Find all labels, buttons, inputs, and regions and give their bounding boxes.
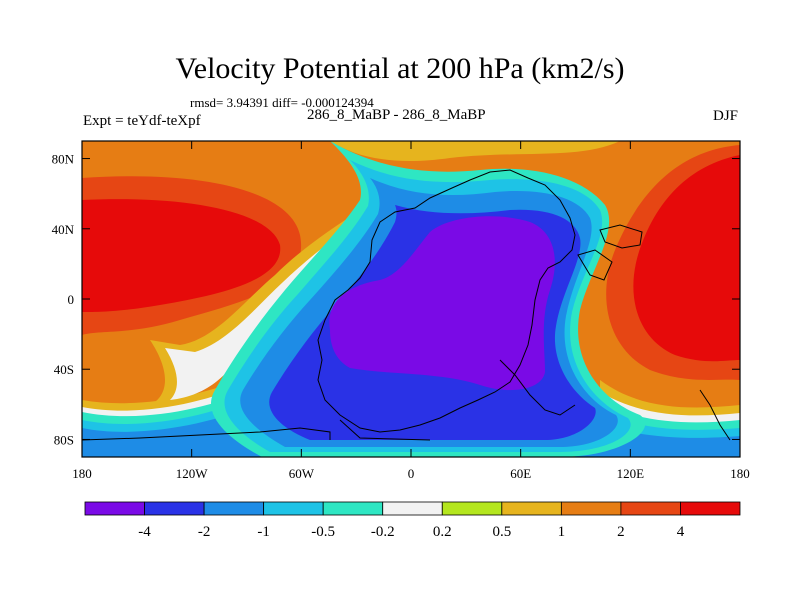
landmass-outline — [577, 249, 613, 281]
chart-title: Velocity Potential at 200 hPa (km2/s) — [175, 52, 625, 85]
x-tick-label: 0 — [408, 466, 415, 481]
x-tick-label: 60W — [289, 466, 315, 481]
colorbar-label: 2 — [617, 524, 625, 540]
colorbar-label: 1 — [558, 524, 566, 540]
landmass-outline — [317, 169, 576, 433]
colorbar-swatch — [263, 501, 324, 516]
colorbar-swatch — [144, 501, 205, 516]
colorbar-label: -1 — [257, 524, 270, 540]
colorbar-label: -2 — [198, 524, 211, 540]
colorbar-label: -0.5 — [311, 524, 335, 540]
landmass-outline — [82, 427, 331, 441]
colorbar: -4 -2 -1 -0.5 -0.2 0.2 0.5 1 2 4 — [84, 501, 741, 540]
x-axis: 180 120W 60W 0 60E 120E 180 — [72, 141, 750, 481]
y-tick-label: 80S — [54, 432, 74, 447]
colorbar-swatch — [382, 501, 443, 516]
colorbar-label: 0.5 — [492, 524, 511, 540]
positive-center-east — [633, 155, 740, 362]
colorbar-swatch — [441, 501, 503, 516]
y-tick-label: 0 — [68, 292, 75, 307]
x-tick-label: 120W — [176, 466, 209, 481]
y-axis: 80N 40N 0 40S 80S — [52, 152, 740, 447]
landmass-outline — [599, 224, 643, 249]
case-label: 286_8_MaBP - 286_8_MaBP — [307, 107, 486, 123]
y-tick-label: 80N — [52, 152, 75, 167]
coastlines — [82, 169, 731, 441]
negative-core — [329, 216, 555, 391]
x-tick-label: 180 — [730, 466, 750, 481]
contour-field — [82, 141, 740, 457]
x-tick-label: 60E — [510, 466, 531, 481]
colorbar-label: 4 — [677, 524, 685, 540]
x-tick-label: 180 — [72, 466, 92, 481]
colorbar-swatch — [680, 501, 741, 516]
landmass-outline — [499, 359, 576, 416]
colorbar-swatch — [560, 501, 622, 516]
colorbar-label: 0.2 — [433, 524, 452, 540]
landmass-outline — [339, 419, 431, 441]
landmass-outline — [699, 389, 731, 441]
x-tick-label: 120E — [617, 466, 645, 481]
colorbar-swatch — [203, 501, 265, 516]
y-tick-label: 40S — [54, 362, 74, 377]
field-band — [330, 141, 620, 162]
experiment-label: Expt = teYdf-teXpf — [83, 113, 201, 129]
colorbar-swatch — [620, 501, 681, 516]
colorbar-swatch — [322, 501, 384, 516]
y-tick-label: 40N — [52, 222, 75, 237]
colorbar-label: -0.2 — [371, 524, 395, 540]
season-label: DJF — [713, 108, 739, 124]
colorbar-label: -4 — [138, 524, 151, 540]
colorbar-swatch — [84, 501, 145, 516]
positive-center-west — [82, 199, 281, 312]
stats-line: rmsd= 3.94391 diff= -0.000124394 — [190, 95, 374, 110]
colorbar-swatch — [501, 501, 562, 516]
field-band — [82, 402, 262, 457]
